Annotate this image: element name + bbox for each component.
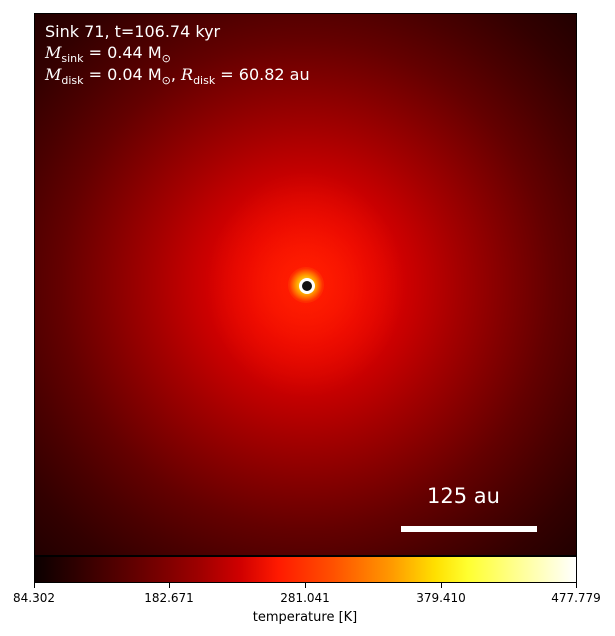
sink-marker-icon <box>299 278 315 294</box>
colorbar-title: temperature [K] <box>252 610 358 625</box>
colorbar-tick <box>169 583 170 588</box>
colorbar-tick-label: 281.041 <box>280 591 330 605</box>
rdisk-symbol: R <box>181 65 194 84</box>
rdisk-subscript: disk <box>193 74 216 88</box>
colorbar-tick-label: 182.671 <box>144 591 194 605</box>
colorbar <box>34 556 577 583</box>
scalebar-label: 125 au <box>427 484 500 508</box>
mdisk-subscript: disk <box>61 74 84 88</box>
sink-title: Sink 71, t=106.74 kyr <box>45 22 221 41</box>
msink-value: = 0.44 M <box>83 43 162 62</box>
colorbar-tick <box>441 583 442 588</box>
mdisk-unit-subscript: ⊙ <box>161 74 171 88</box>
colorbar-tick <box>34 583 35 588</box>
disk-properties-label: Mdisk = 0.04 M⊙, Rdisk = 60.82 au <box>45 64 310 91</box>
temperature-map: Sink 71, t=106.74 kyr Msink = 0.44 M⊙ Md… <box>34 13 577 556</box>
sink-mass-label: Msink = 0.44 M⊙ <box>45 42 171 69</box>
rdisk-value: = 60.82 au <box>215 65 310 84</box>
msink-subscript: sink <box>61 52 84 66</box>
colorbar-tick-label: 84.302 <box>13 591 55 605</box>
mdisk-value: = 0.04 M <box>83 65 162 84</box>
scalebar-line <box>401 526 537 532</box>
msink-symbol: M <box>45 43 62 62</box>
colorbar-tick-label: 477.779 <box>551 591 601 605</box>
mdisk-symbol: M <box>45 65 62 84</box>
colorbar-tick <box>305 583 306 588</box>
rdisk-separator: , <box>170 65 182 84</box>
msink-unit-subscript: ⊙ <box>161 52 171 66</box>
colorbar-tick-label: 379.410 <box>416 591 466 605</box>
colorbar-tick <box>576 583 577 588</box>
